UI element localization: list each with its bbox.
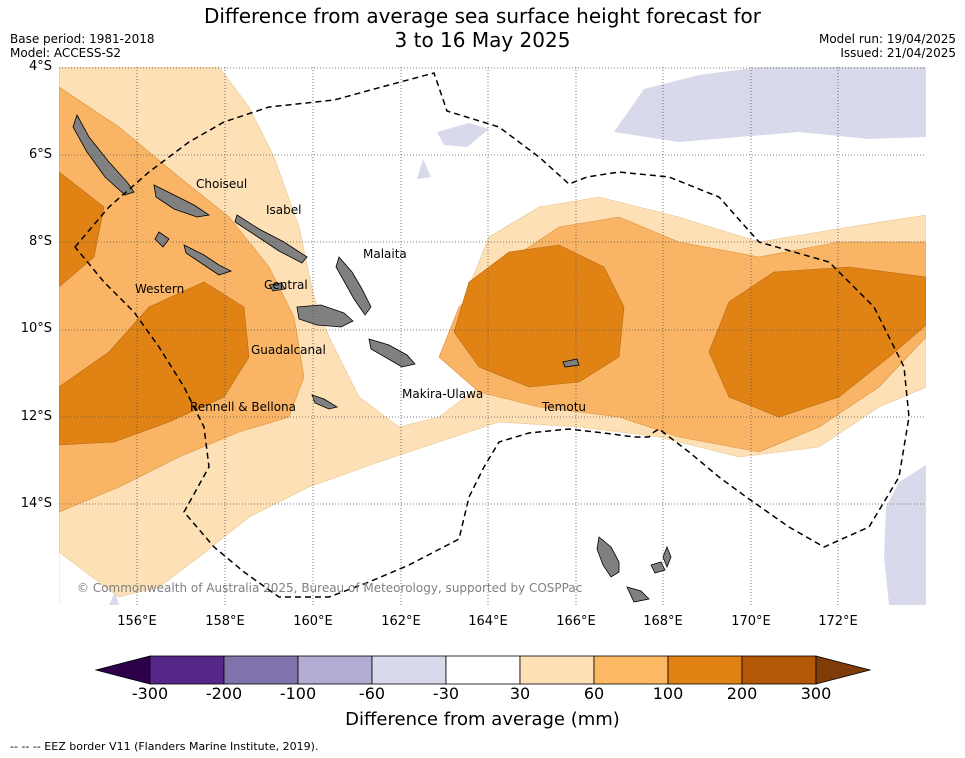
anomaly-negative-north-east [614, 67, 926, 142]
eez-footnote: -- -- -- EEZ border V11 (Flanders Marine… [10, 740, 319, 753]
colorbar [94, 655, 872, 685]
island-guadalcanal [296, 304, 354, 328]
graticule [59, 67, 926, 605]
base-period: Base period: 1981-2018 [10, 32, 155, 46]
island-makira [368, 338, 416, 368]
colorbar-under-arrow [94, 655, 151, 685]
lon-label-170e: 170°E [731, 614, 771, 629]
label-guadalcanal: Guadalcanal [251, 343, 326, 357]
colorbar-tick-300: 300 [800, 684, 832, 703]
island-isabel [234, 214, 308, 264]
colorbar-title: Difference from average (mm) [345, 709, 620, 730]
label-western: Western [135, 282, 184, 296]
island-malaita [335, 256, 372, 316]
colorbar-cell-1 [223, 655, 299, 685]
lon-label-164e: 164°E [468, 614, 508, 629]
colorbar-over-arrow [815, 655, 872, 685]
title-line-2: 3 to 16 May 2025 [394, 28, 571, 52]
label-malaita: Malaita [363, 247, 407, 261]
island-bougainville [72, 114, 135, 196]
island-vanuatu-pentecost [662, 545, 672, 569]
colorbar-cell-8 [741, 655, 817, 685]
colorbar-tick-neg200: -200 [205, 684, 243, 703]
colorbar-tick-100: 100 [652, 684, 684, 703]
lon-label-172e: 172°E [818, 614, 858, 629]
eez-solomon-islands [74, 72, 910, 598]
anomaly-100-200-central [453, 244, 625, 388]
lon-label-168e: 168°E [643, 614, 683, 629]
colorbar-tick-neg100: -100 [279, 684, 317, 703]
label-central: Central [264, 278, 308, 292]
island-temotu-santa-cruz [562, 358, 580, 368]
anomaly-100-200-southwest [59, 281, 250, 446]
lat-label-12s: 12°S [20, 409, 52, 424]
colorbar-tick-30: 30 [509, 684, 531, 703]
lat-label-6s: 6°S [28, 147, 52, 162]
island-central [268, 282, 286, 292]
place-labels: Choiseul Isabel Malaita Western Central … [135, 177, 586, 414]
colorbar-cell-5 [519, 655, 595, 685]
colorbar-cell-2 [297, 655, 373, 685]
island-new-georgia [183, 244, 233, 276]
eez-borders [74, 72, 910, 598]
lon-label-156e: 156°E [117, 614, 157, 629]
island-vanuatu-efate [626, 586, 650, 603]
label-temotu: Temotu [541, 400, 586, 414]
label-rennell-bellona: Rennell & Bellona [190, 400, 296, 414]
island-vella [154, 231, 170, 248]
model-run: Model run: 19/04/2025 [818, 32, 956, 46]
colorbar-cell-3 [371, 655, 447, 685]
anomaly-100-200-west [59, 171, 105, 288]
island-vanuatu-malekula [650, 561, 666, 574]
anomaly-negative-small-2 [417, 159, 431, 179]
colorbar-tick-neg300: -300 [131, 684, 169, 703]
lon-label-162e: 162°E [381, 614, 421, 629]
lat-label-14s: 14°S [20, 496, 52, 511]
land-masses [72, 114, 672, 603]
anomaly-negative-south-east [884, 465, 926, 605]
lon-label-166e: 166°E [556, 614, 596, 629]
island-choiseul [153, 184, 211, 218]
island-vanuatu-santo [596, 536, 620, 578]
label-choiseul: Choiseul [196, 177, 247, 191]
colorbar-cell-7 [667, 655, 743, 685]
label-isabel: Isabel [266, 203, 301, 217]
colorbar-cell-4 [445, 655, 521, 685]
label-makira-ulawa: Makira-Ulawa [402, 387, 483, 401]
colorbar-cell-6 [593, 655, 669, 685]
anomaly-negative-small-3 [109, 592, 119, 605]
island-rennell [311, 394, 339, 410]
lat-label-4s: 4°S [28, 59, 52, 74]
anomaly-negative-small-1 [437, 123, 489, 147]
title-line-1: Difference from average sea surface heig… [203, 4, 762, 28]
sea-level-map: Choiseul Isabel Malaita Western Central … [59, 67, 926, 605]
model-name: Model: ACCESS-S2 [10, 46, 122, 60]
copyright-notice: © Commonwealth of Australia 2025, Bureau… [77, 581, 582, 595]
colorbar-tick-60: 60 [583, 684, 605, 703]
colorbar-tick-neg60: -60 [358, 684, 386, 703]
colorbar-cells [149, 655, 817, 685]
issued-date: Issued: 21/04/2025 [840, 46, 956, 60]
colorbar-tick-200: 200 [726, 684, 758, 703]
lat-label-8s: 8°S [28, 234, 52, 249]
colorbar-tick-neg30: -30 [432, 684, 460, 703]
lat-label-10s: 10°S [20, 321, 52, 336]
anomaly-100-200-east [708, 266, 926, 418]
lon-label-160e: 160°E [293, 614, 333, 629]
colorbar-cell-0 [149, 655, 225, 685]
lon-label-158e: 158°E [205, 614, 245, 629]
